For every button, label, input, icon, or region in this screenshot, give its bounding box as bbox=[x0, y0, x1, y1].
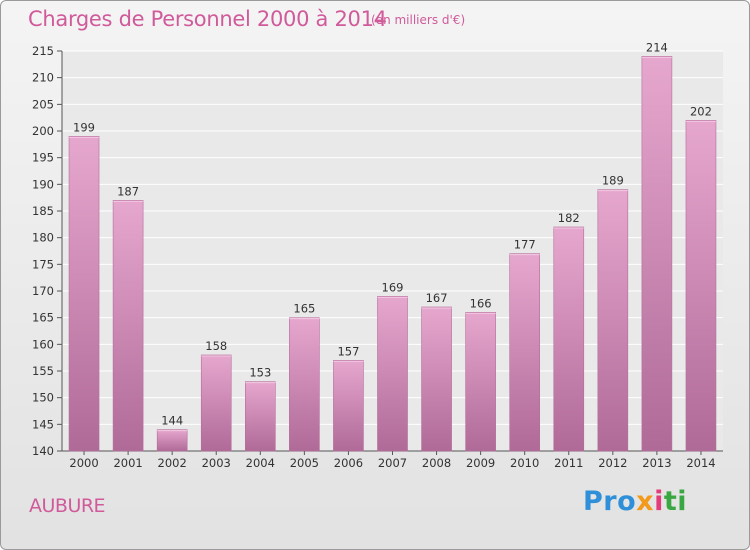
bar-2013 bbox=[641, 56, 673, 452]
x-tick-label: 2010 bbox=[510, 456, 539, 470]
data-label: 189 bbox=[602, 174, 624, 188]
y-tick-label: 140 bbox=[32, 444, 54, 458]
data-label: 177 bbox=[514, 238, 536, 252]
y-tick-label: 175 bbox=[32, 257, 54, 271]
y-tick-label: 180 bbox=[32, 231, 54, 245]
bar-2001 bbox=[112, 200, 144, 452]
x-tick-label: 2012 bbox=[598, 456, 627, 470]
data-label: 182 bbox=[558, 211, 580, 225]
y-tick-label: 145 bbox=[32, 417, 54, 431]
x-tick-label: 2000 bbox=[69, 456, 98, 470]
labels: 1401451501551601651701751801851901952002… bbox=[32, 40, 716, 470]
data-label: 214 bbox=[646, 40, 668, 54]
x-tick-label: 2013 bbox=[642, 456, 671, 470]
y-tick-label: 200 bbox=[32, 124, 54, 138]
x-tick-label: 2005 bbox=[290, 456, 319, 470]
x-tick-label: 2004 bbox=[246, 456, 275, 470]
x-tick-label: 2014 bbox=[686, 456, 715, 470]
data-label: 202 bbox=[690, 104, 712, 118]
y-tick-label: 170 bbox=[32, 284, 54, 298]
y-tick-label: 150 bbox=[32, 391, 54, 405]
data-label: 187 bbox=[117, 184, 139, 198]
commune-name: AUBURE bbox=[29, 495, 106, 517]
x-tick-label: 2009 bbox=[466, 456, 495, 470]
y-tick-label: 190 bbox=[32, 177, 54, 191]
bar-2014 bbox=[685, 120, 717, 452]
y-tick-label: 205 bbox=[32, 97, 54, 111]
bar-2006 bbox=[333, 360, 364, 452]
y-tick-label: 195 bbox=[32, 151, 54, 165]
bar-2011 bbox=[553, 226, 585, 452]
bar-2008 bbox=[421, 306, 452, 452]
y-tick-label: 155 bbox=[32, 364, 54, 378]
data-label: 199 bbox=[73, 120, 95, 134]
y-tick-label: 215 bbox=[32, 44, 54, 58]
bar-2007 bbox=[377, 296, 408, 452]
data-label: 165 bbox=[293, 302, 315, 316]
bar-2012 bbox=[597, 189, 629, 452]
bar-2005 bbox=[289, 317, 320, 452]
bar-2002 bbox=[156, 429, 188, 452]
x-tick-label: 2008 bbox=[422, 456, 451, 470]
chart-subtitle: (en milliers d'€) bbox=[371, 13, 466, 27]
y-tick-label: 160 bbox=[32, 337, 54, 351]
y-tick-label: 165 bbox=[32, 311, 54, 325]
x-tick-label: 2003 bbox=[202, 456, 231, 470]
x-tick-label: 2006 bbox=[334, 456, 363, 470]
x-tick-label: 2002 bbox=[158, 456, 187, 470]
y-tick-label: 185 bbox=[32, 204, 54, 218]
data-label: 169 bbox=[382, 280, 404, 294]
bar-2010 bbox=[509, 253, 541, 452]
y-tick-label: 210 bbox=[32, 71, 54, 85]
data-label: 144 bbox=[161, 414, 183, 428]
data-label: 166 bbox=[470, 296, 492, 310]
proxiti-logo: Proxiti bbox=[583, 486, 688, 517]
x-tick-label: 2007 bbox=[378, 456, 407, 470]
bar-2000 bbox=[68, 136, 100, 452]
data-label: 167 bbox=[426, 291, 448, 305]
data-label: 157 bbox=[337, 344, 359, 358]
bar-2004 bbox=[245, 381, 276, 452]
x-tick-label: 2001 bbox=[113, 456, 142, 470]
x-tick-label: 2011 bbox=[554, 456, 583, 470]
chart-title: Charges de Personnel 2000 à 2014 bbox=[28, 7, 387, 31]
data-label: 158 bbox=[205, 339, 227, 353]
bar-2003 bbox=[200, 354, 232, 452]
bar-2009 bbox=[465, 312, 496, 452]
data-label: 153 bbox=[249, 366, 271, 380]
bars bbox=[68, 56, 717, 452]
